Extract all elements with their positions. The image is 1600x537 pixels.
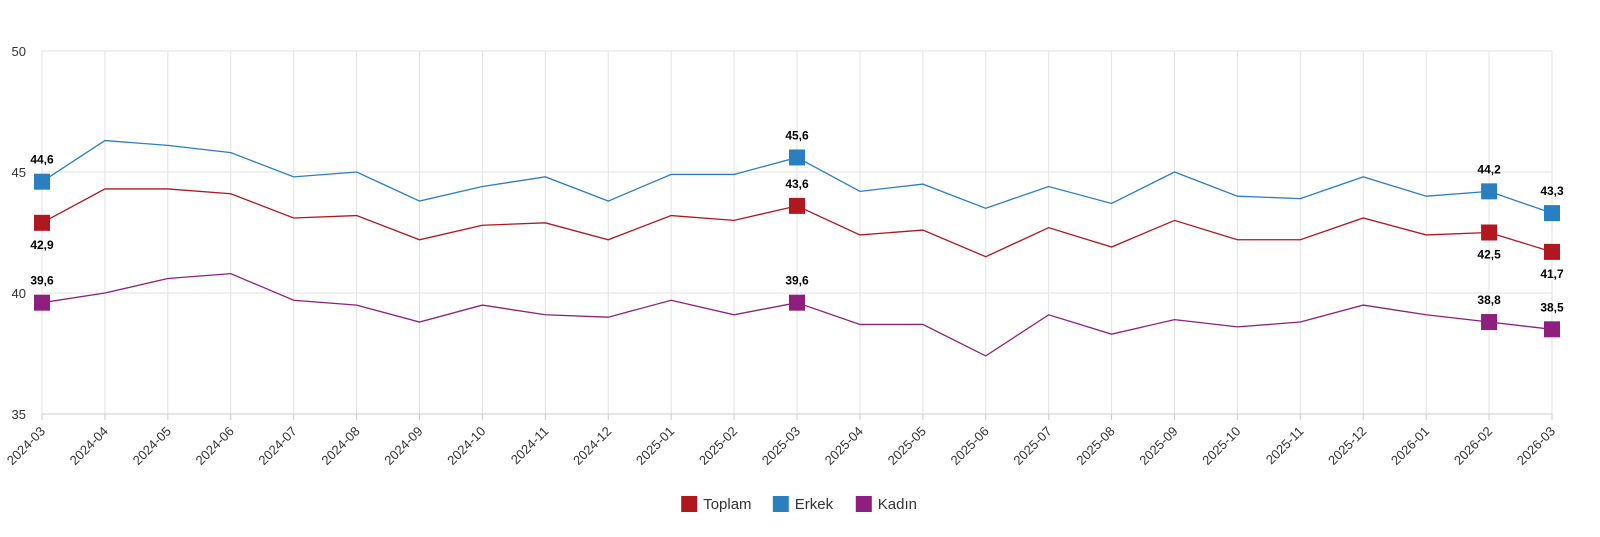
data-point-marker xyxy=(789,149,805,166)
x-tick-label: 2024-07 xyxy=(255,424,299,468)
legend-swatch-erkek xyxy=(772,496,789,512)
x-tick-label: 2025-09 xyxy=(1136,424,1180,468)
x-tick-label: 2026-02 xyxy=(1451,424,1495,468)
x-tick-label: 2025-02 xyxy=(696,424,740,468)
data-label: 44,2 xyxy=(1477,162,1501,176)
data-point-marker xyxy=(1544,205,1560,222)
grid-layer xyxy=(41,50,1553,415)
legend: Toplam Erkek Kadın xyxy=(681,496,917,513)
data-label: 39,6 xyxy=(785,274,809,288)
data-point-marker xyxy=(1481,314,1498,331)
data-label: 42,9 xyxy=(30,238,54,252)
data-point-marker xyxy=(34,173,50,190)
data-point-marker xyxy=(1481,224,1498,241)
data-label: 43,3 xyxy=(1540,184,1564,198)
data-label: 38,8 xyxy=(1477,293,1501,307)
x-tick-label: 2025-04 xyxy=(822,424,866,468)
data-label: 41,7 xyxy=(1540,267,1564,281)
data-point-marker xyxy=(789,294,805,311)
data-point-marker xyxy=(1481,183,1498,200)
series-layer xyxy=(34,139,1560,357)
x-tick-label: 2024-08 xyxy=(318,424,362,468)
x-tick-label: 2024-04 xyxy=(67,424,111,468)
x-tick-label: 2025-03 xyxy=(759,424,803,468)
x-tick-label: 2025-08 xyxy=(1073,424,1117,468)
data-label: 42,5 xyxy=(1477,248,1501,262)
legend-label-toplam: Toplam xyxy=(703,496,751,513)
x-tick-label: 2026-01 xyxy=(1388,424,1432,468)
x-tick-label: 2024-12 xyxy=(570,424,614,468)
data-label: 43,6 xyxy=(785,177,809,191)
x-tick-label: 2024-03 xyxy=(4,424,48,468)
x-tick-label: 2025-05 xyxy=(885,424,929,468)
axis-layer: 35 40 45 50 2024-03 2024-04 2024-05 2024-06 2024… xyxy=(4,44,1558,468)
x-tick-label: 2025-01 xyxy=(633,424,677,468)
x-tick-label: 2024-11 xyxy=(508,424,552,468)
data-label: 45,6 xyxy=(785,128,809,142)
data-label: 44,6 xyxy=(30,153,54,167)
x-tick-label: 2025-10 xyxy=(1199,424,1243,468)
x-tick-label: 2025-12 xyxy=(1325,424,1369,468)
x-tick-label: 2025-11 xyxy=(1263,424,1307,468)
x-tick-label: 2025-07 xyxy=(1010,424,1054,468)
data-label-layer: 42,9 43,6 42,5 41,7 44,6 45,6 44,2 43,3 39,6 39,6… xyxy=(30,128,1564,314)
data-label: 38,5 xyxy=(1540,300,1564,314)
legend-swatch-toplam xyxy=(681,496,698,512)
x-tick-label: 2024-06 xyxy=(193,424,237,468)
data-point-marker xyxy=(34,214,50,231)
legend-label-kadın: Kadın xyxy=(878,496,917,513)
y-tick-label: 45 xyxy=(12,165,26,180)
y-tick-label: 50 xyxy=(12,44,26,59)
legend-swatch-kadın xyxy=(855,496,872,512)
y-tick-label: 35 xyxy=(12,407,26,422)
x-tick-label: 2024-05 xyxy=(130,424,174,468)
y-tick-label: 40 xyxy=(12,286,26,301)
data-label: 39,6 xyxy=(30,274,54,288)
legend-label-erkek: Erkek xyxy=(795,496,834,513)
data-point-marker xyxy=(1544,243,1560,260)
x-tick-label: 2024-10 xyxy=(444,424,488,468)
data-point-marker xyxy=(789,197,805,214)
data-point-marker xyxy=(34,294,50,311)
x-tick-label: 2026-03 xyxy=(1514,424,1558,468)
data-point-marker xyxy=(1544,321,1560,338)
x-tick-label: 2024-09 xyxy=(381,424,425,468)
x-tick-label: 2025-06 xyxy=(948,424,992,468)
